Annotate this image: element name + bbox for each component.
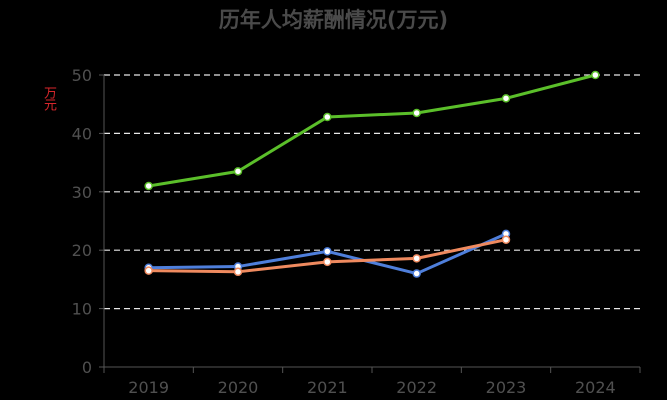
x-tick-label-2024: 2024 (575, 378, 616, 397)
y-tick-label: 50 (72, 66, 92, 85)
series-2-point (233, 267, 243, 277)
series-1-point (323, 247, 332, 256)
series-0-point (144, 181, 153, 191)
y-tick-label: 30 (72, 183, 92, 202)
chart-title: 历年人均薪酬情况(万元) (218, 8, 449, 32)
x-tick-label-2022: 2022 (396, 378, 437, 397)
x-tick-label-2021: 2021 (307, 378, 348, 397)
x-tick-label-2020: 2020 (218, 378, 259, 397)
series-2-point (144, 266, 153, 275)
series-0-point (591, 70, 600, 80)
series-2-point (412, 254, 421, 263)
y-tick-label: 20 (72, 241, 92, 260)
series-2-point (323, 257, 332, 267)
series-0-point (233, 167, 243, 176)
series-line-0 (148, 73, 596, 188)
y-tick-label: 40 (72, 124, 92, 143)
series-0-point (412, 108, 421, 118)
y-tick-label: 0 (82, 358, 92, 377)
axis-layer: 0 10 20 30 40 50 2019 2020 2021 2022 2023 2024 (72, 66, 641, 397)
series-1-point (412, 269, 421, 278)
grid-layer (104, 74, 640, 310)
series-0-point (501, 94, 511, 103)
series-0-point (323, 112, 332, 122)
series-2-point (501, 235, 511, 244)
y-axis-label: 万元 (41, 86, 56, 110)
series-layer (144, 70, 600, 278)
x-tick-label-2019: 2019 (128, 378, 169, 397)
x-tick-label-2023: 2023 (486, 378, 527, 397)
y-tick-label: 10 (72, 300, 92, 319)
